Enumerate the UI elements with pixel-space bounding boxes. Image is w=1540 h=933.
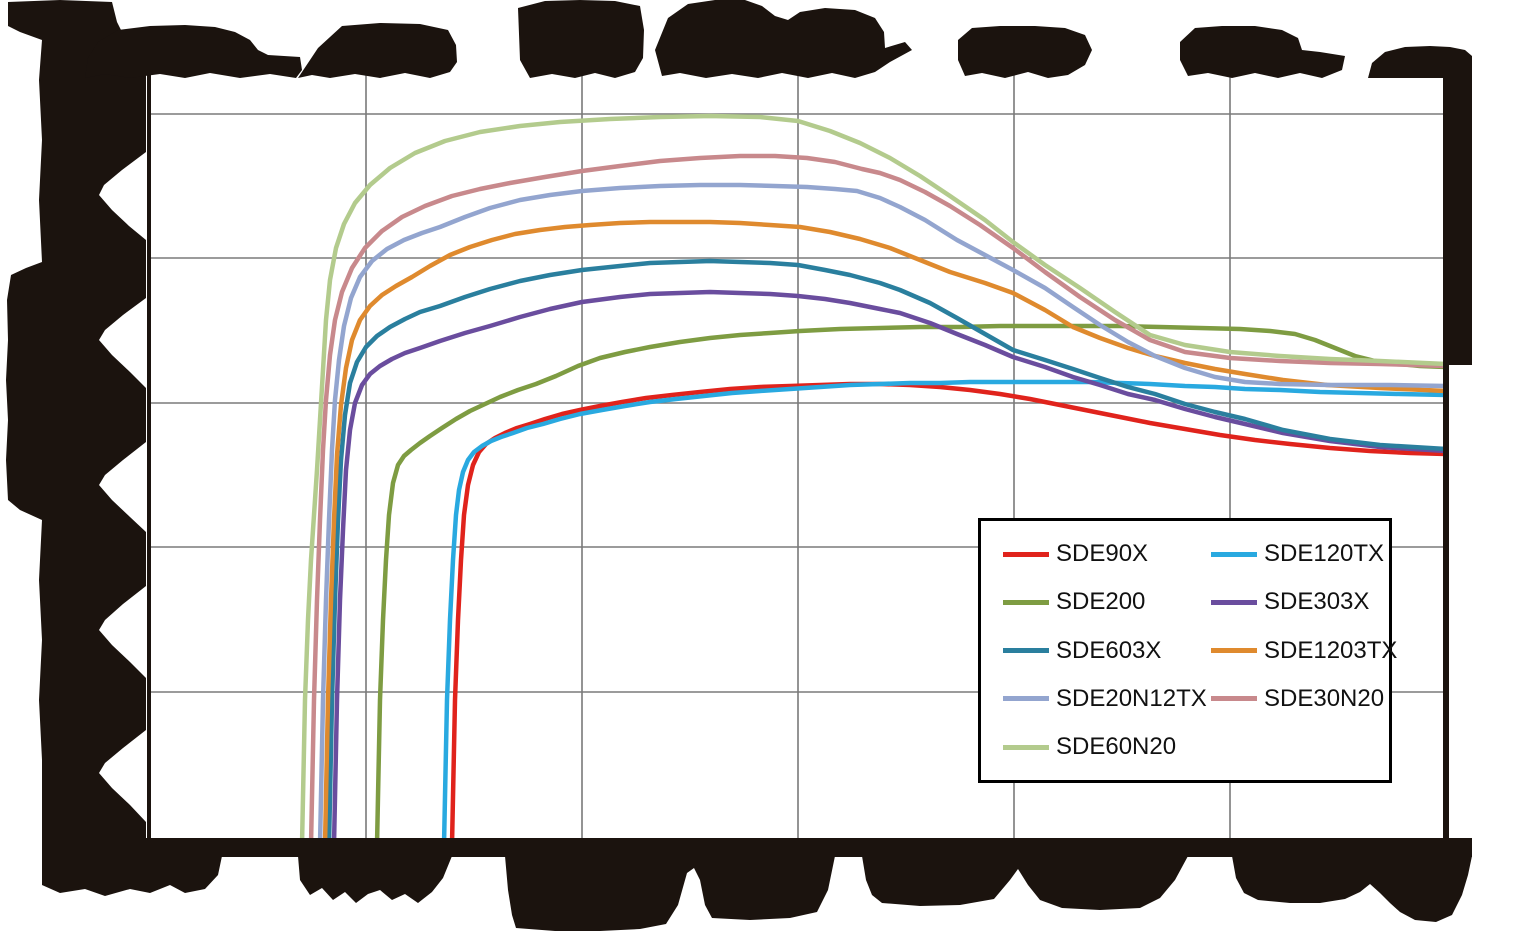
legend-swatch-SDE60N20: [1003, 744, 1049, 750]
bottom-axis-label-blob-2: [298, 856, 452, 903]
chart-legend: SDE90X SDE120TX SDE200 SDE303X SDE603X SDE120…: [978, 518, 1397, 783]
series-curves: [299, 113, 1449, 848]
axis-blobs: [6, 0, 1472, 931]
bottom-axis-label-blob-3: [505, 856, 835, 931]
legend-entry-SDE1203TX: SDE1203TX: [1189, 632, 1397, 670]
legend-swatch-SDE200: [1003, 599, 1049, 605]
legend-swatch-SDE90X: [1003, 551, 1049, 557]
series-line-SDE30N20: [308, 153, 1449, 848]
x-axis-band: [42, 838, 1472, 857]
legend-swatch-SDE603X: [1003, 648, 1049, 653]
legend-label: SDE1203TX: [1264, 636, 1398, 664]
legend-label: SDE20N12TX: [1056, 684, 1207, 712]
top-axis-label-blob-3: [518, 0, 644, 78]
legend-entry-SDE60N20: SDE60N20: [981, 728, 1189, 766]
legend-entry-SDE20N12TX: SDE20N12TX: [981, 680, 1207, 718]
legend-swatch-SDE303X: [1211, 599, 1257, 605]
top-axis-label-blob-4: [655, 0, 912, 78]
series-line-SDE1203TX: [322, 219, 1449, 848]
y-axis-label-blob-column: [6, 0, 146, 845]
bottom-axis-label-blob-1: [42, 856, 222, 896]
legend-swatch-SDE1203TX: [1211, 648, 1257, 653]
right-axis-blob-bar: [1447, 56, 1472, 365]
series-line-SDE603X: [326, 258, 1449, 848]
legend-label: SDE200: [1056, 588, 1146, 616]
bottom-axis-label-blob-4: [862, 856, 1188, 910]
legend-label: SDE30N20: [1264, 684, 1385, 712]
legend-label: SDE303X: [1264, 588, 1370, 616]
legend-swatch-SDE20N12TX: [1003, 696, 1049, 702]
series-line-SDE90X: [449, 381, 1449, 848]
top-axis-label-blob-5: [958, 26, 1092, 78]
top-axis-label-blob-1: [85, 25, 302, 78]
legend-entry-SDE30N20: SDE30N20: [1189, 680, 1385, 718]
right-axis-line: [1443, 68, 1449, 845]
top-axis-label-blob-7: [1368, 46, 1472, 78]
top-axis-label-blob-2: [298, 23, 457, 78]
y-axis-line: [147, 68, 151, 845]
series-line-SDE20N12TX: [317, 182, 1449, 848]
legend-label: SDE90X: [1056, 540, 1149, 567]
series-line-SDE303X: [331, 289, 1449, 848]
legend-label: SDE120TX: [1264, 540, 1385, 567]
legend-entry-SDE90X: SDE90X: [981, 535, 1189, 573]
series-line-SDE200: [374, 323, 1449, 848]
bottom-axis-label-blob-5: [1232, 856, 1472, 922]
legend-entry-SDE303X: SDE303X: [1189, 583, 1385, 621]
series-line-SDE120TX: [441, 379, 1449, 848]
legend-entry-SDE200: SDE200: [981, 583, 1189, 621]
legend-entry-SDE603X: SDE603X: [981, 632, 1189, 670]
legend-entry-SDE120TX: SDE120TX: [1189, 535, 1385, 573]
legend-swatch-SDE120TX: [1211, 551, 1257, 557]
legend-swatch-SDE30N20: [1211, 696, 1257, 702]
legend-label: SDE603X: [1056, 636, 1162, 664]
top-axis-label-blob-6: [1180, 26, 1345, 78]
series-line-SDE60N20: [299, 113, 1449, 848]
legend-label: SDE60N20: [1056, 733, 1177, 760]
